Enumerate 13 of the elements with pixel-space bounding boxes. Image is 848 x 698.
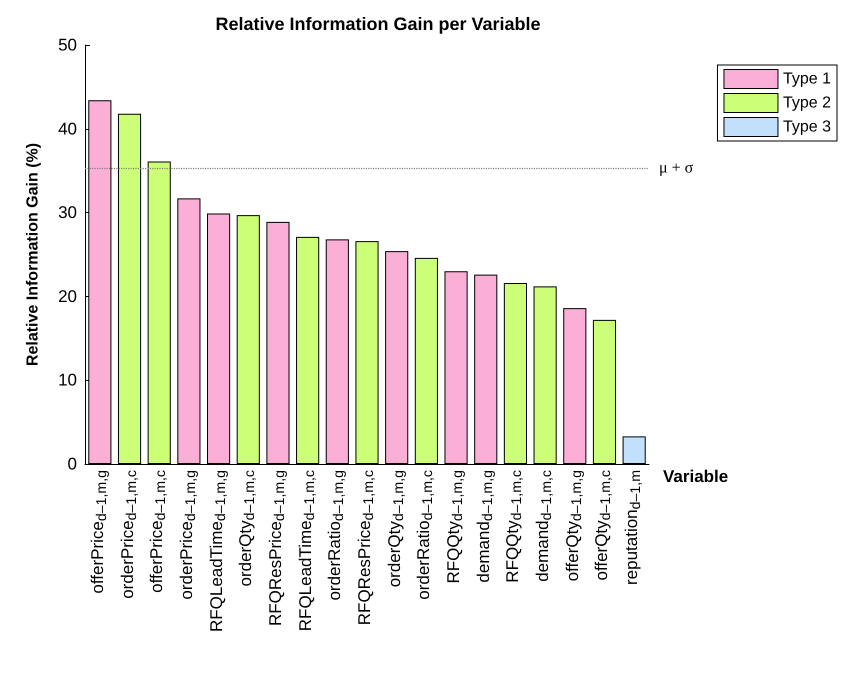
x-axis-title: Variable <box>663 467 728 486</box>
y-tick-label: 10 <box>58 370 77 390</box>
legend-label: Type 2 <box>782 94 832 112</box>
legend-label: Type 1 <box>782 70 832 88</box>
ref-line-label: μ + σ <box>659 160 694 177</box>
y-tick-label: 40 <box>58 119 77 138</box>
y-axis-title: Relative Information Gain (%) <box>24 142 42 366</box>
legend-label: Type 3 <box>782 118 832 136</box>
y-tick-label: 30 <box>58 203 77 222</box>
y-tick-label: 50 <box>58 36 77 54</box>
y-tick-label: 20 <box>58 286 77 306</box>
chart-title: Relative Information Gain per Variable <box>215 14 541 34</box>
y-tick-label: 0 <box>68 454 77 474</box>
